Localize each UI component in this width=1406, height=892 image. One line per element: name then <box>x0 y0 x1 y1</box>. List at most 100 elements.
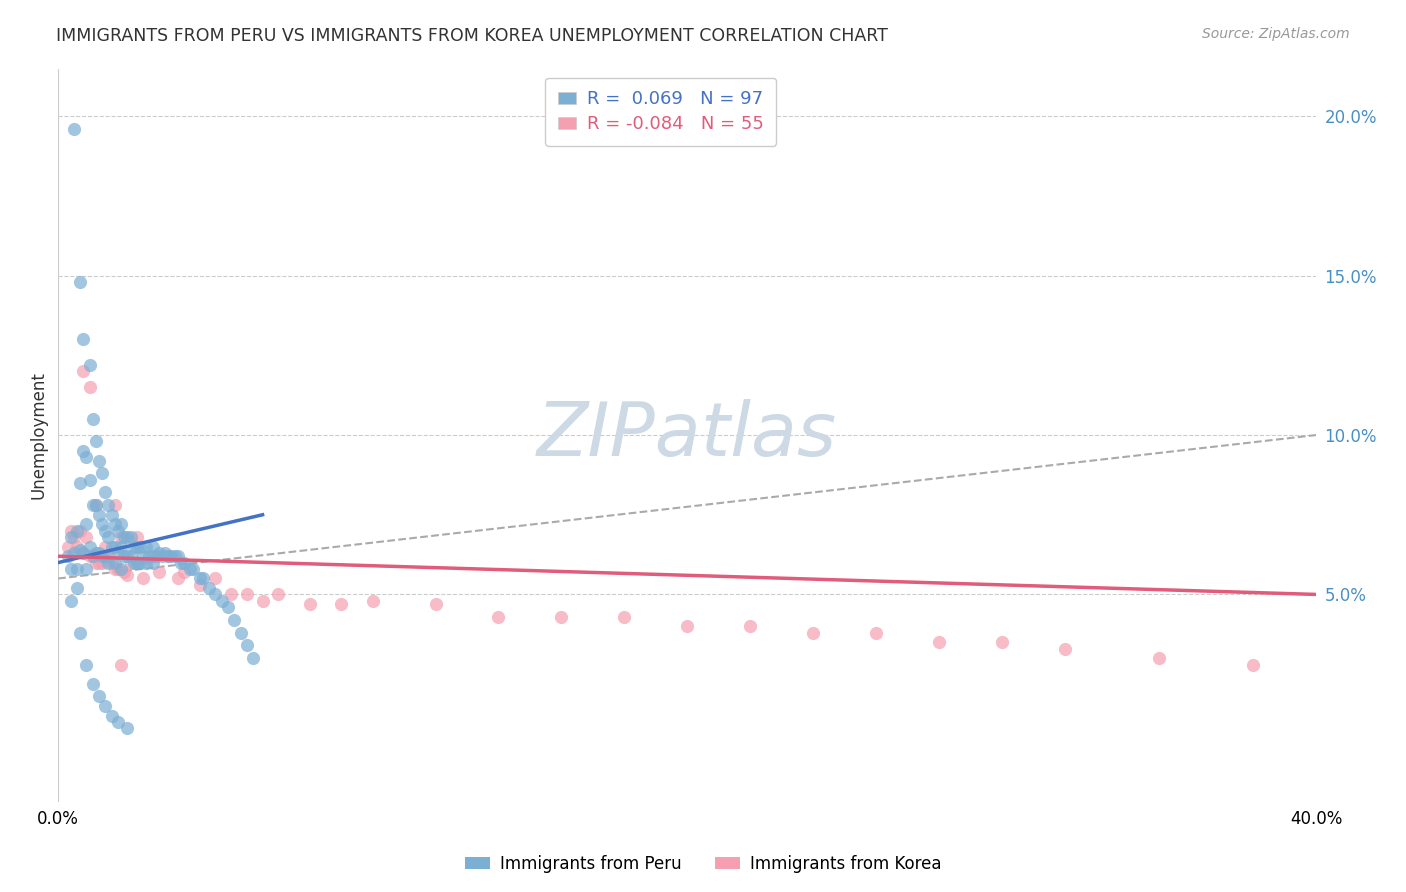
Point <box>94 698 117 713</box>
Point <box>66 562 89 576</box>
Point <box>267 587 290 601</box>
Point <box>82 549 104 564</box>
Point <box>59 530 82 544</box>
Point <box>425 597 447 611</box>
Point <box>72 333 94 347</box>
Point <box>112 565 135 579</box>
Point <box>120 556 142 570</box>
Point <box>91 556 114 570</box>
Point <box>173 565 195 579</box>
Point <box>112 549 135 564</box>
Point <box>132 572 155 586</box>
Point <box>129 540 152 554</box>
Point <box>928 635 950 649</box>
Point <box>160 549 183 564</box>
Point <box>63 122 86 136</box>
Point <box>94 540 117 554</box>
Point <box>361 594 384 608</box>
Point <box>59 594 82 608</box>
Point <box>112 530 135 544</box>
Point <box>145 549 167 564</box>
Point <box>69 524 91 538</box>
Point <box>56 540 79 554</box>
Point <box>188 578 211 592</box>
Point <box>72 546 94 560</box>
Point <box>59 524 82 538</box>
Point <box>66 540 89 554</box>
Point <box>100 708 122 723</box>
Point <box>76 450 98 465</box>
Point <box>107 714 129 729</box>
Point <box>135 556 157 570</box>
Point <box>97 498 120 512</box>
Point <box>107 546 129 560</box>
Point <box>120 549 142 564</box>
Point <box>173 556 195 570</box>
Point <box>107 562 129 576</box>
Point <box>87 690 110 704</box>
Point <box>488 609 510 624</box>
Point <box>79 380 101 394</box>
Point <box>104 517 127 532</box>
Point <box>550 609 572 624</box>
Point <box>1147 651 1170 665</box>
Point <box>76 657 98 672</box>
Text: ZIPatlas: ZIPatlas <box>537 399 837 471</box>
Point <box>188 572 211 586</box>
Point <box>56 549 79 564</box>
Point <box>110 562 132 576</box>
Point <box>801 625 824 640</box>
Point <box>110 530 132 544</box>
Point <box>117 721 139 735</box>
Legend: R =  0.069   N = 97, R = -0.084   N = 55: R = 0.069 N = 97, R = -0.084 N = 55 <box>546 78 776 146</box>
Point <box>110 657 132 672</box>
Point <box>120 530 142 544</box>
Point <box>76 562 98 576</box>
Point <box>1241 657 1264 672</box>
Point <box>87 508 110 522</box>
Point <box>94 485 117 500</box>
Point <box>298 597 321 611</box>
Point <box>163 549 186 564</box>
Point <box>84 434 107 449</box>
Point <box>224 613 246 627</box>
Point <box>69 275 91 289</box>
Point <box>613 609 636 624</box>
Point <box>219 587 242 601</box>
Point <box>100 508 122 522</box>
Point <box>104 540 127 554</box>
Point <box>166 572 188 586</box>
Point <box>104 498 127 512</box>
Point <box>148 565 170 579</box>
Point <box>82 498 104 512</box>
Point <box>82 676 104 690</box>
Legend: Immigrants from Peru, Immigrants from Korea: Immigrants from Peru, Immigrants from Ko… <box>458 848 948 880</box>
Point <box>198 581 221 595</box>
Point <box>79 549 101 564</box>
Point <box>84 498 107 512</box>
Point <box>66 524 89 538</box>
Point <box>141 556 163 570</box>
Point <box>229 625 252 640</box>
Point <box>129 556 152 570</box>
Point <box>110 540 132 554</box>
Point <box>166 549 188 564</box>
Point <box>79 473 101 487</box>
Point <box>94 524 117 538</box>
Point <box>738 619 761 633</box>
Point <box>122 556 145 570</box>
Point <box>104 562 127 576</box>
Point <box>204 572 226 586</box>
Point <box>63 546 86 560</box>
Point <box>236 639 259 653</box>
Text: Source: ZipAtlas.com: Source: ZipAtlas.com <box>1202 27 1350 41</box>
Point <box>148 546 170 560</box>
Point <box>66 581 89 595</box>
Point <box>69 542 91 557</box>
Point <box>91 549 114 564</box>
Point <box>191 572 214 586</box>
Point <box>76 530 98 544</box>
Point <box>242 651 264 665</box>
Point <box>84 556 107 570</box>
Point <box>76 517 98 532</box>
